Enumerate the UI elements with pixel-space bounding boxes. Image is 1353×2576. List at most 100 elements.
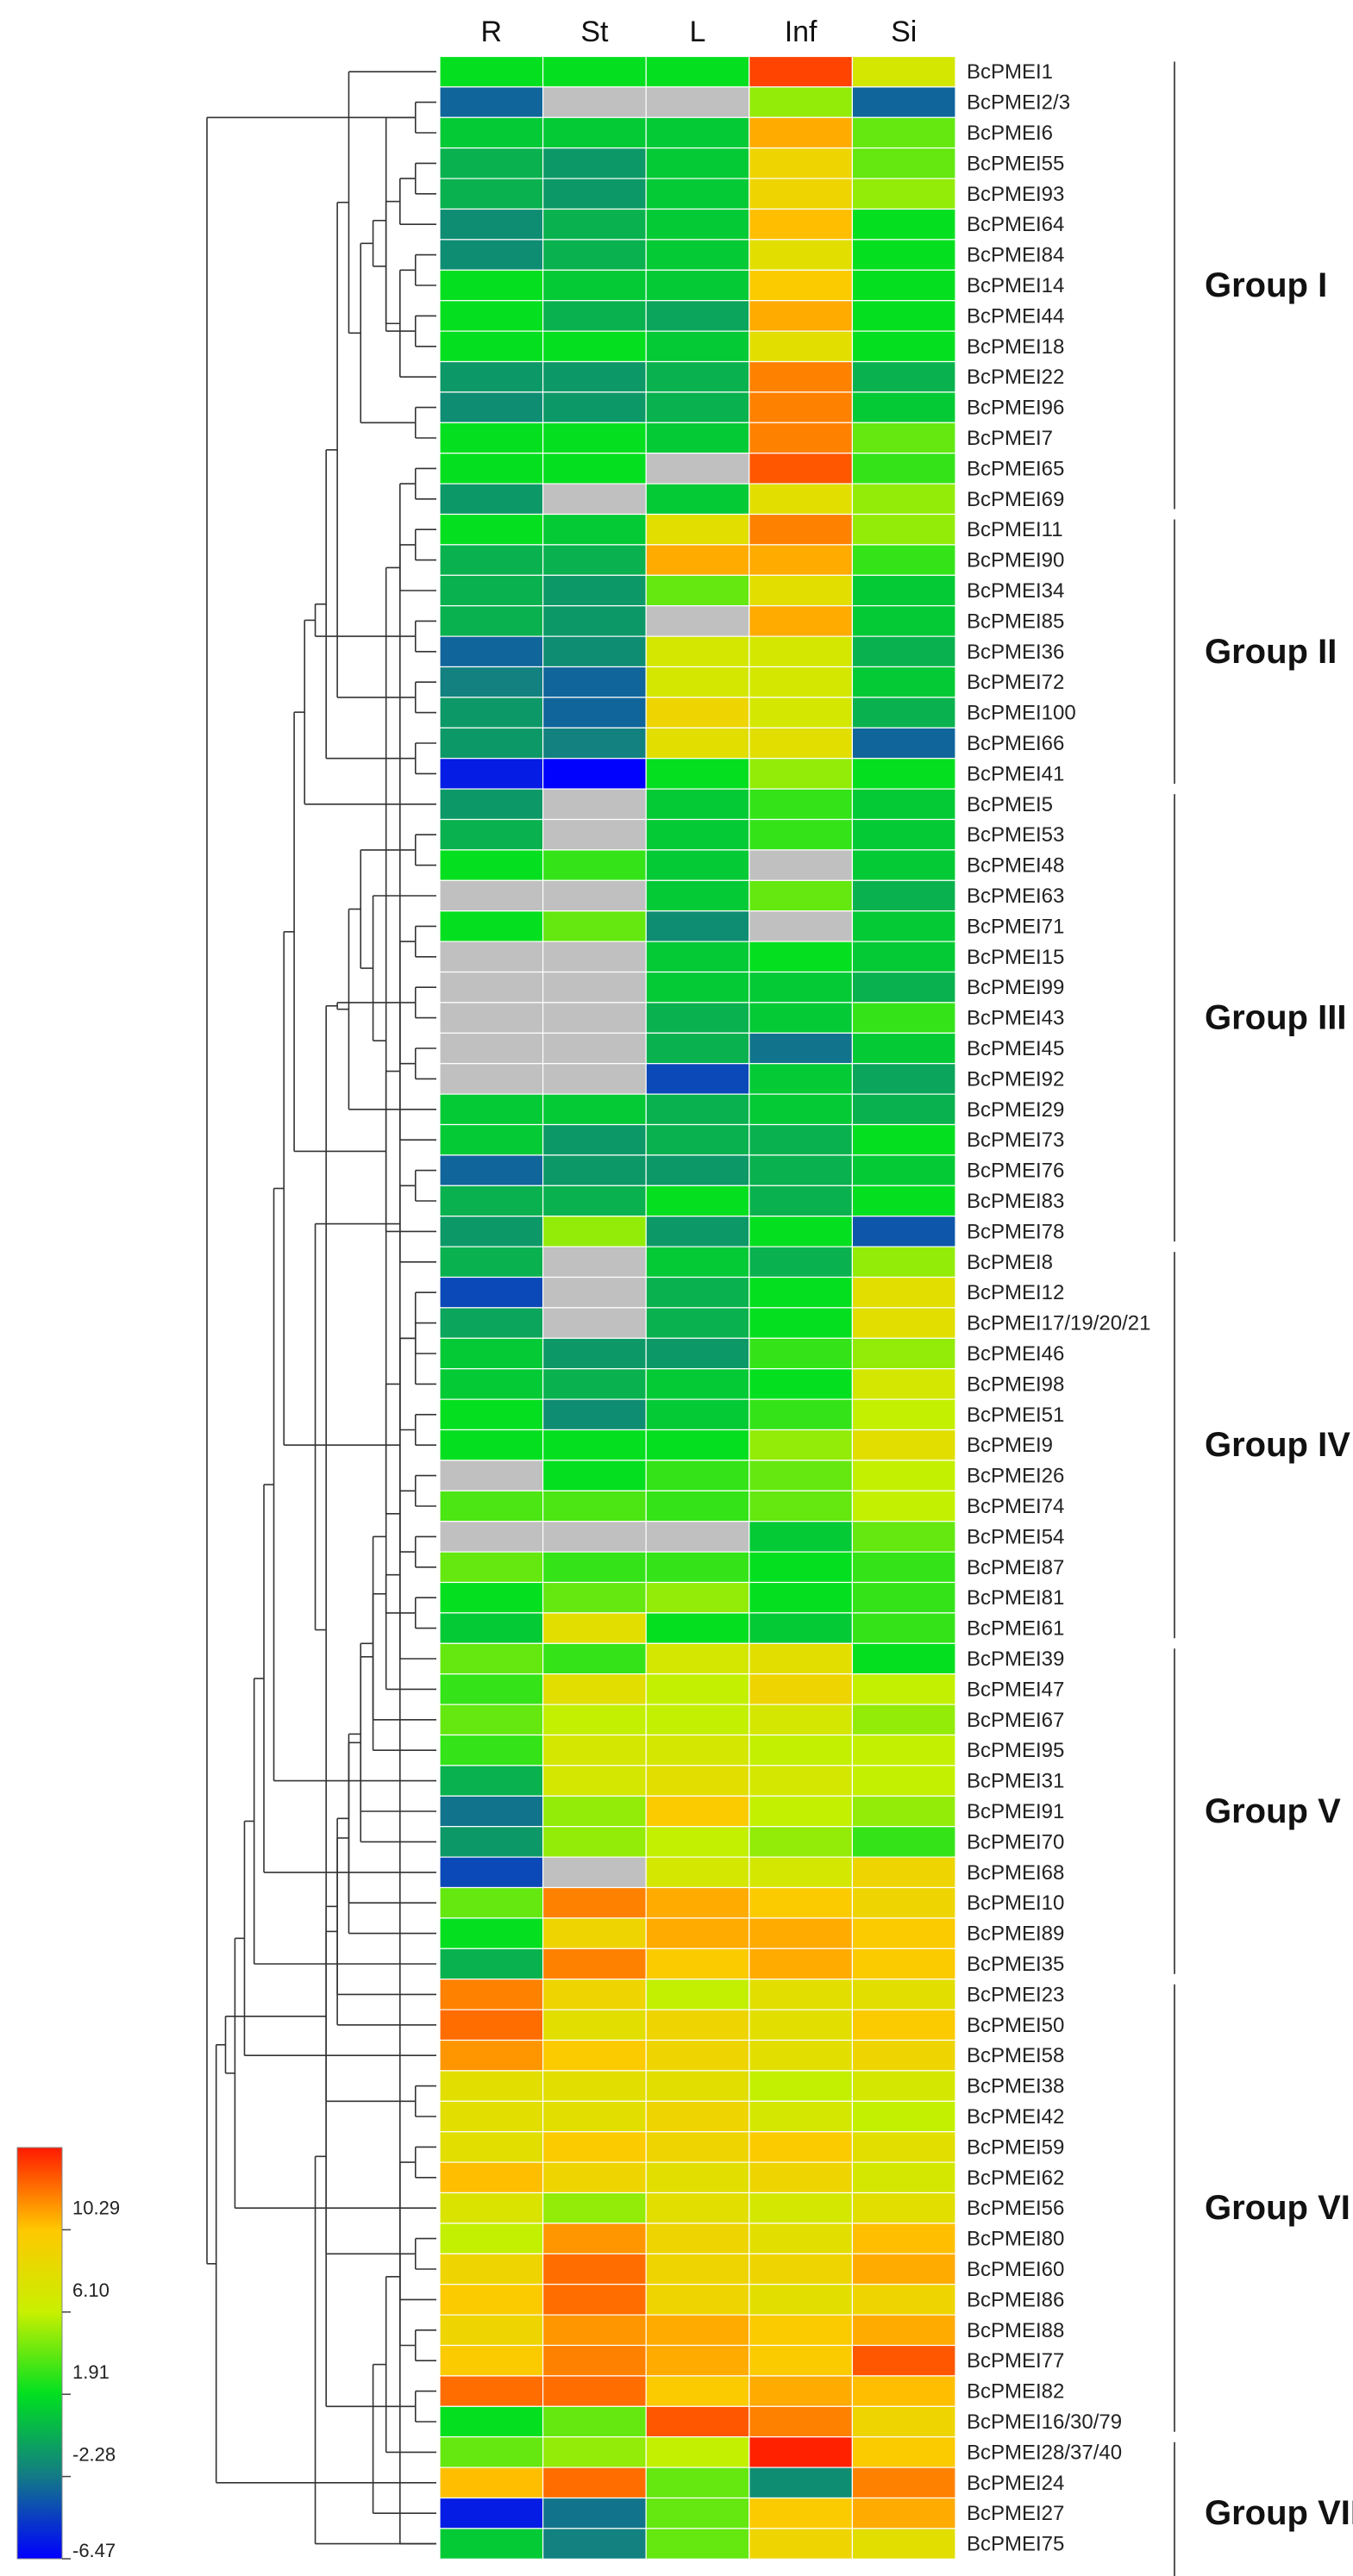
heatmap-cell: [749, 1246, 853, 1279]
row-labels: BcPMEI1 BcPMEI2/3 BcPMEI6 BcPMEI55 BcPMEI93 B…: [967, 60, 1150, 2555]
heatmap-cell: [851, 1368, 956, 1400]
heatmap-cell: [542, 1917, 647, 1949]
heatmap-cell: [439, 1795, 544, 1828]
gene-label: BcPMEI22: [967, 366, 1064, 389]
heatmap-cell: [439, 727, 544, 760]
heatmap-cell: [749, 360, 853, 393]
scale-tick-label: 6.10: [72, 2279, 110, 2301]
gene-label: BcPMEI100: [967, 702, 1076, 725]
heatmap-cell: [645, 2528, 750, 2560]
heatmap-cell: [749, 239, 853, 271]
heatmap-cell: [645, 1551, 750, 1584]
gene-label: BcPMEI42: [967, 2105, 1064, 2129]
heatmap-cell: [749, 422, 853, 454]
heatmap-cell: [542, 1886, 647, 1919]
heatmap-cell: [542, 1979, 647, 2010]
heatmap-cell: [749, 483, 853, 516]
heatmap-cell: [439, 1521, 544, 1553]
heatmap-cell: [749, 513, 853, 546]
heatmap-cell: [851, 1490, 956, 1522]
heatmap-cell: [542, 879, 647, 912]
heatmap-cell: [542, 2344, 647, 2377]
heatmap-cell: [439, 1032, 544, 1065]
heatmap-cell: [542, 300, 647, 332]
gene-label: BcPMEI58: [967, 2044, 1064, 2067]
heatmap-cell: [645, 300, 750, 332]
heatmap-cell: [851, 330, 956, 363]
heatmap-cell: [542, 574, 647, 607]
heatmap-cell: [542, 2223, 647, 2254]
heatmap-cell: [542, 605, 647, 637]
heatmap-cell: [645, 1886, 750, 1919]
heatmap-cell: [851, 635, 956, 668]
heatmap-cell: [542, 1490, 647, 1522]
gene-label: BcPMEI93: [967, 183, 1064, 206]
heatmap-cell: [645, 1093, 750, 1126]
heatmap-cell: [439, 330, 544, 363]
heatmap-cell: [749, 2405, 853, 2438]
heatmap-cell: [439, 116, 544, 149]
heatmap-cell: [645, 2131, 750, 2163]
heatmap-cell: [749, 1734, 853, 1766]
heatmap-cell: [851, 1063, 956, 1095]
heatmap-cell: [645, 1795, 750, 1828]
heatmap-cell: [749, 727, 853, 760]
gene-label: BcPMEI24: [967, 2472, 1064, 2495]
heatmap-cell: [439, 269, 544, 302]
heatmap-cell: [542, 2039, 647, 2072]
heatmap-cell: [645, 422, 750, 454]
heatmap-cell: [439, 1490, 544, 1522]
heatmap-cell: [645, 2436, 750, 2468]
gene-label: BcPMEI71: [967, 915, 1064, 938]
gene-label: BcPMEI88: [967, 2319, 1064, 2342]
gene-label: BcPMEI39: [967, 1648, 1064, 1671]
heatmap-cell: [851, 1734, 956, 1766]
heatmap-cell: [542, 941, 647, 973]
heatmap-cell: [542, 1704, 647, 1736]
heatmap-cell: [749, 941, 853, 973]
heatmap-cell: [439, 1246, 544, 1279]
color-scale-bar: [16, 2147, 63, 2560]
heatmap-cell: [439, 605, 544, 637]
heatmap-cell: [439, 1704, 544, 1736]
heatmap-cell: [851, 2039, 956, 2072]
heatmap-cell: [542, 1307, 647, 1339]
heatmap-cell: [851, 208, 956, 241]
heatmap-cell: [439, 574, 544, 607]
heatmap-cell: [749, 910, 853, 942]
heatmap-cell: [749, 1581, 853, 1614]
heatmap-cell: [645, 788, 750, 821]
heatmap-cell: [851, 1826, 956, 1858]
gene-label: BcPMEI92: [967, 1067, 1064, 1091]
heatmap-cell: [749, 635, 853, 668]
heatmap-cell: [645, 2100, 750, 2133]
heatmap-cell: [749, 1612, 853, 1644]
heatmap-cell: [542, 208, 647, 241]
heatmap-cell: [749, 2284, 853, 2316]
heatmap-cell: [645, 1123, 750, 1156]
scale-tick-label: 1.91: [72, 2361, 110, 2383]
heatmap-cell: [439, 2436, 544, 2468]
heatmap-cell: [749, 2497, 853, 2529]
group-label: Group III: [1205, 999, 1346, 1037]
heatmap-cell: [645, 2344, 750, 2377]
dendrogram: [206, 71, 436, 2545]
column-label: Si: [891, 16, 917, 48]
heatmap-cell: [542, 1216, 647, 1247]
heatmap-cell: [749, 1886, 853, 1919]
heatmap-cell: [542, 1368, 647, 1400]
heatmap-cell: [542, 697, 647, 728]
heatmap-cell: [851, 1917, 956, 1949]
heatmap-cell: [439, 879, 544, 912]
heatmap-cell: [439, 1216, 544, 1247]
heatmap-cell: [439, 2070, 544, 2102]
heatmap-cell: [851, 1154, 956, 1186]
gene-label: BcPMEI48: [967, 854, 1064, 878]
heatmap-cell: [542, 910, 647, 942]
heatmap-cell: [645, 55, 750, 88]
heatmap-cell: [645, 1612, 750, 1644]
heatmap-cell: [439, 1307, 544, 1339]
gene-label: BcPMEI84: [967, 244, 1064, 267]
heatmap-cell: [439, 86, 544, 118]
gene-label: BcPMEI91: [967, 1800, 1064, 1823]
